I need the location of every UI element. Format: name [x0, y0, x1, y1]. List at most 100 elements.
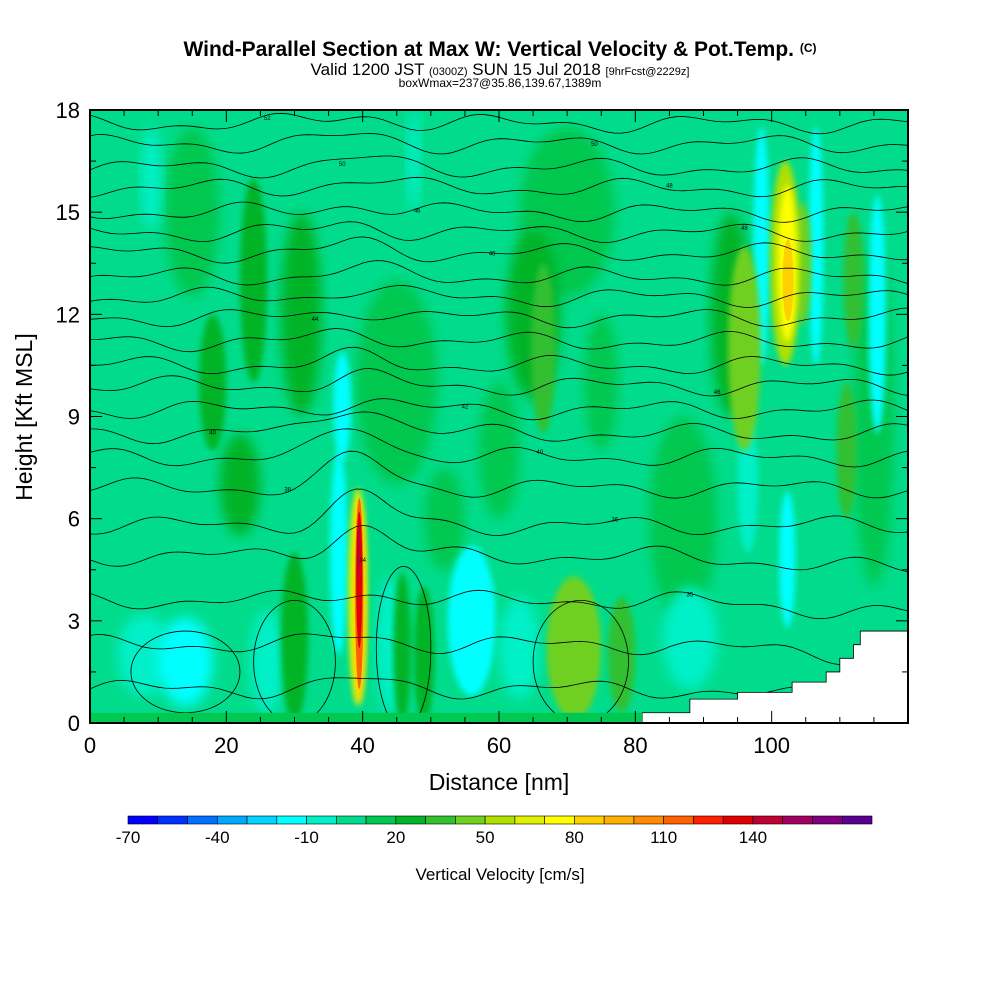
- colorbar-swatch: [841, 815, 873, 825]
- velocity-cell: [499, 596, 540, 700]
- velocity-cell: [164, 127, 220, 298]
- velocity-cell: [406, 110, 421, 213]
- colorbar-tick-label: -10: [294, 828, 319, 847]
- forecast-info: [9hrFcst@2229z]: [605, 66, 690, 78]
- theta-contour-line: [90, 221, 908, 243]
- theta-contour-line: [90, 285, 908, 308]
- y-tick-label: 3: [68, 609, 80, 634]
- y-tick-label: 15: [56, 200, 80, 225]
- theta-contour-label: 38: [284, 488, 291, 494]
- theta-contour-label: 46: [489, 252, 496, 258]
- valid-utc: (0300Z): [429, 66, 468, 78]
- colorbar-tick-label: -40: [205, 828, 230, 847]
- colorbar-swatch: [276, 815, 307, 825]
- theta-contour-label: 48: [666, 184, 673, 190]
- theta-contour-label: 36: [612, 517, 619, 523]
- theta-contour-line: [375, 565, 432, 723]
- colorbar-swatch: [216, 815, 248, 825]
- colorbar: -70 -40 -10 20 50 80 110 140: [116, 815, 873, 847]
- theta-contour-line: [532, 600, 629, 723]
- velocity-cell: [356, 522, 361, 584]
- colorbar-title: Vertical Velocity [cm/s]: [415, 865, 584, 884]
- y-tick-label: 6: [68, 507, 80, 532]
- velocity-cell: [737, 416, 759, 553]
- velocity-cell: [531, 263, 556, 434]
- theta-contour-label: 40: [209, 431, 216, 437]
- x-tick-label: 100: [753, 733, 790, 758]
- colorbar-tick-label: 20: [386, 828, 405, 847]
- x-tick-label: 0: [84, 733, 96, 758]
- velocity-cell: [478, 382, 520, 519]
- velocity-cell: [393, 573, 412, 723]
- theta-contour-label: 46: [714, 390, 721, 396]
- theta-contour-line: [90, 307, 908, 329]
- x-axis-title: Distance [nm]: [429, 769, 570, 795]
- velocity-cell: [608, 596, 636, 713]
- velocity-field: 35 34 36 38 40 40 42 46 44 46 48 46 48 50 50 52: [90, 110, 908, 723]
- velocity-cell: [836, 382, 857, 519]
- theta-contour-line: [90, 368, 908, 397]
- theta-contour-line: [90, 346, 908, 376]
- theta-contour-line: [90, 450, 908, 499]
- chart-title: Wind-Parallel Section at Max W: Vertical…: [0, 38, 1000, 62]
- colorbar-swatch: [455, 815, 486, 825]
- boxwmax-info: boxWmax=237@35.86,139.67,1389m: [398, 76, 602, 90]
- x-axis: 0 20 40 60 80 100: [84, 110, 909, 758]
- theta-contour-label: 35: [687, 592, 694, 598]
- velocity-cell: [782, 239, 794, 322]
- x-tick-label: 60: [487, 733, 511, 758]
- velocity-cell: [333, 351, 352, 461]
- x-tick-label: 40: [350, 733, 374, 758]
- velocity-cell: [447, 545, 496, 696]
- velocity-cell: [158, 617, 213, 706]
- colorbar-tick-label: 140: [739, 828, 767, 847]
- terrain-mask: [90, 630, 908, 723]
- velocity-cell: [662, 586, 718, 689]
- colorbar-swatch: [633, 815, 664, 825]
- colorbar-tick-label: -70: [116, 828, 141, 847]
- theta-contour-label: 46: [414, 208, 421, 214]
- y-axis-title: Height [Kft MSL]: [11, 333, 37, 500]
- velocity-cell: [199, 314, 227, 451]
- theta-contour-line: [90, 633, 908, 665]
- colorbar-tick-label: 80: [565, 828, 584, 847]
- theta-contour-line: [90, 260, 908, 286]
- colorbar-swatch: [693, 815, 724, 825]
- theta-contour-line: [90, 428, 908, 468]
- theta-contour-label: 50: [591, 142, 598, 148]
- colorbar-swatch: [246, 815, 278, 825]
- colorbar-swatch: [574, 815, 605, 825]
- theta-contour-line: [90, 155, 908, 179]
- y-tick-label: 18: [56, 98, 80, 123]
- theta-contour-label: 42: [462, 404, 469, 410]
- y-tick-label: 9: [68, 405, 80, 430]
- velocity-shading: [117, 110, 895, 723]
- theta-contour-line: [90, 524, 908, 573]
- velocity-cell: [329, 450, 348, 655]
- theta-contour-label: 52: [264, 116, 271, 122]
- colorbar-swatch: [484, 815, 516, 825]
- colorbar-swatch: [157, 815, 188, 825]
- theta-contour-line: [90, 236, 908, 264]
- velocity-cell: [808, 127, 824, 366]
- theta-contour-label: 34: [359, 558, 366, 564]
- colorbar-swatch: [127, 815, 159, 825]
- theta-contour-line: [90, 398, 908, 421]
- theta-contour-line: [253, 600, 336, 723]
- velocity-cell: [648, 416, 718, 621]
- colorbar-swatch: [365, 815, 397, 825]
- theta-contour-line: [90, 488, 908, 537]
- colorbar-swatch: [336, 815, 367, 825]
- colorbar-swatch: [603, 815, 635, 825]
- y-tick-label: 12: [56, 302, 80, 327]
- velocity-cell: [868, 195, 887, 434]
- colorbar-swatch: [663, 815, 694, 825]
- colorbar-swatch: [395, 815, 426, 825]
- colorbar-swatch: [722, 815, 754, 825]
- chart-title-text: Wind-Parallel Section at Max W: Vertical…: [183, 38, 794, 61]
- theta-contour-line: [90, 589, 908, 620]
- valid-time: Valid 1200 JST: [310, 60, 425, 79]
- theta-contour-line: [90, 201, 908, 223]
- theta-contour-line: [90, 328, 908, 353]
